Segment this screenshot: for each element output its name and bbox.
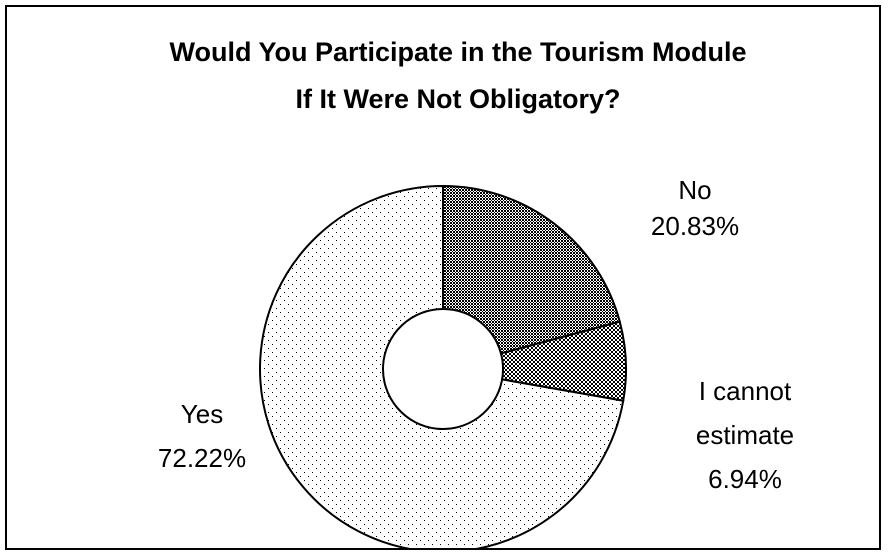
slice-label-no: No 20.83% — [651, 175, 739, 241]
donut-chart: Would You Participate in the Tourism Mod… — [158, 37, 794, 548]
slice-label-i-cannot-estimate: I cannot estimate 6.94% — [696, 376, 794, 494]
chart-frame: Would You Participate in the Tourism Mod… — [5, 5, 881, 550]
slice-label-line: Yes — [181, 399, 223, 429]
slice-label-line: 6.94% — [708, 464, 782, 494]
chart-title: Would You Participate in the Tourism Mod… — [169, 37, 746, 114]
donut-slices — [259, 184, 627, 548]
slice-label-line: 20.83% — [651, 211, 739, 241]
slice-label-line: I cannot — [699, 376, 792, 406]
slice-label-line: 72.22% — [158, 443, 246, 473]
slice-labels: No 20.83% I cannot estimate 6.94% Yes 72.22% — [158, 175, 794, 494]
slice-label-line: No — [678, 175, 711, 205]
donut-slice-no — [442, 184, 621, 355]
donut-slice-yes — [259, 184, 625, 548]
chart-title-line-2: If It Were Not Obligatory? — [295, 84, 620, 114]
chart-title-line-1: Would You Participate in the Tourism Mod… — [169, 37, 746, 67]
slice-label-line: estimate — [696, 420, 794, 450]
slice-label-yes: Yes 72.22% — [158, 399, 246, 473]
